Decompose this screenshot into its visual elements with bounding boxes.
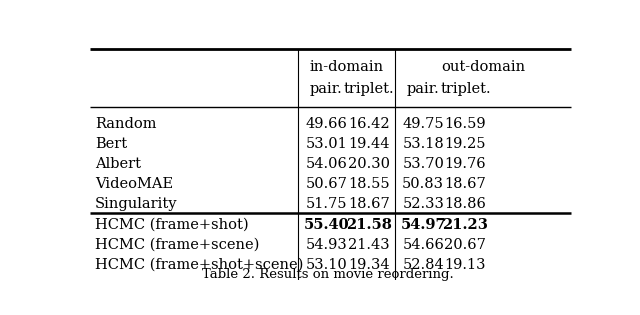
Text: Random: Random [95, 117, 156, 131]
Text: pair.: pair. [310, 82, 343, 96]
Text: 52.84: 52.84 [403, 258, 444, 272]
Text: 54.66: 54.66 [403, 238, 444, 252]
Text: 19.44: 19.44 [348, 137, 389, 151]
Text: 50.83: 50.83 [402, 177, 444, 191]
Text: 49.75: 49.75 [403, 117, 444, 131]
Text: 19.34: 19.34 [348, 258, 390, 272]
Text: 18.86: 18.86 [444, 198, 486, 211]
Text: 50.67: 50.67 [305, 177, 348, 191]
Text: 19.13: 19.13 [445, 258, 486, 272]
Text: 18.55: 18.55 [348, 177, 390, 191]
Text: 53.18: 53.18 [403, 137, 444, 151]
Text: Table 2. Results on movie reordering.: Table 2. Results on movie reordering. [202, 268, 454, 281]
Text: 21.23: 21.23 [442, 218, 488, 232]
Text: 55.40: 55.40 [304, 218, 349, 232]
Text: triplet.: triplet. [343, 82, 394, 96]
Text: 21.58: 21.58 [346, 218, 392, 232]
Text: in-domain: in-domain [310, 60, 383, 74]
Text: 19.76: 19.76 [445, 157, 486, 171]
Text: 18.67: 18.67 [348, 198, 390, 211]
Text: HCMC (frame+scene): HCMC (frame+scene) [95, 238, 259, 252]
Text: 20.67: 20.67 [444, 238, 486, 252]
Text: 54.97: 54.97 [401, 218, 446, 232]
Text: 20.30: 20.30 [348, 157, 390, 171]
Text: 18.67: 18.67 [445, 177, 486, 191]
Text: 49.66: 49.66 [305, 117, 348, 131]
Text: 21.43: 21.43 [348, 238, 390, 252]
Text: HCMC (frame+shot): HCMC (frame+shot) [95, 218, 248, 232]
Text: 51.75: 51.75 [306, 198, 348, 211]
Text: Albert: Albert [95, 157, 141, 171]
Text: 54.93: 54.93 [306, 238, 348, 252]
Text: out-domain: out-domain [441, 60, 525, 74]
Text: 16.59: 16.59 [445, 117, 486, 131]
Text: 54.06: 54.06 [305, 157, 348, 171]
Text: 53.01: 53.01 [306, 137, 348, 151]
Text: Bert: Bert [95, 137, 127, 151]
Text: VideoMAE: VideoMAE [95, 177, 173, 191]
Text: 19.25: 19.25 [445, 137, 486, 151]
Text: 53.10: 53.10 [306, 258, 348, 272]
Text: HCMC (frame+shot+scene): HCMC (frame+shot+scene) [95, 258, 303, 272]
Text: triplet.: triplet. [440, 82, 491, 96]
Text: 53.70: 53.70 [403, 157, 444, 171]
Text: 16.42: 16.42 [348, 117, 390, 131]
Text: pair.: pair. [407, 82, 440, 96]
Text: Singularity: Singularity [95, 198, 177, 211]
Text: 52.33: 52.33 [403, 198, 444, 211]
